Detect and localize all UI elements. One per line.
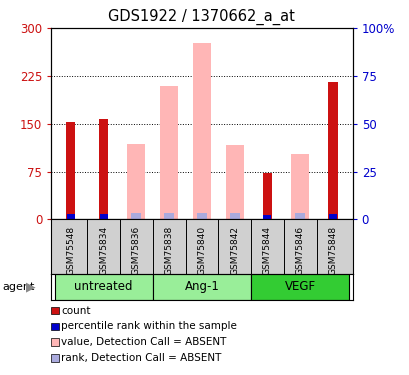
Title: GDS1922 / 1370662_a_at: GDS1922 / 1370662_a_at [108, 9, 294, 26]
Text: ▶: ▶ [26, 281, 36, 294]
Bar [193, 43, 210, 219]
Text: VEGF: VEGF [284, 280, 315, 293]
Text: percentile rank within the sample: percentile rank within the sample [61, 321, 237, 331]
Text: GSM75838: GSM75838 [164, 226, 173, 275]
Text: value, Detection Call = ABSENT: value, Detection Call = ABSENT [61, 337, 226, 347]
Bar [127, 144, 145, 219]
Text: GSM75844: GSM75844 [262, 226, 271, 275]
Bar [99, 119, 108, 219]
Bar [160, 86, 178, 219]
Bar [290, 154, 308, 219]
Bar [66, 123, 75, 219]
Bar [262, 174, 271, 219]
Text: GSM75836: GSM75836 [132, 226, 141, 275]
Bar [225, 145, 243, 219]
Text: GSM75834: GSM75834 [99, 226, 108, 275]
Text: GSM75842: GSM75842 [229, 226, 238, 275]
Bar [54, 274, 153, 300]
Text: count: count [61, 306, 91, 315]
Text: rank, Detection Call = ABSENT: rank, Detection Call = ABSENT [61, 353, 221, 363]
Bar [250, 274, 348, 300]
Bar [153, 274, 250, 300]
Text: GSM75848: GSM75848 [328, 226, 337, 275]
Text: GSM75840: GSM75840 [197, 226, 206, 275]
Text: untreated: untreated [74, 280, 133, 293]
Text: GSM75548: GSM75548 [66, 226, 75, 275]
Text: GSM75846: GSM75846 [295, 226, 304, 275]
Text: agent: agent [2, 282, 34, 292]
Bar [328, 82, 337, 219]
Text: Ang-1: Ang-1 [184, 280, 219, 293]
